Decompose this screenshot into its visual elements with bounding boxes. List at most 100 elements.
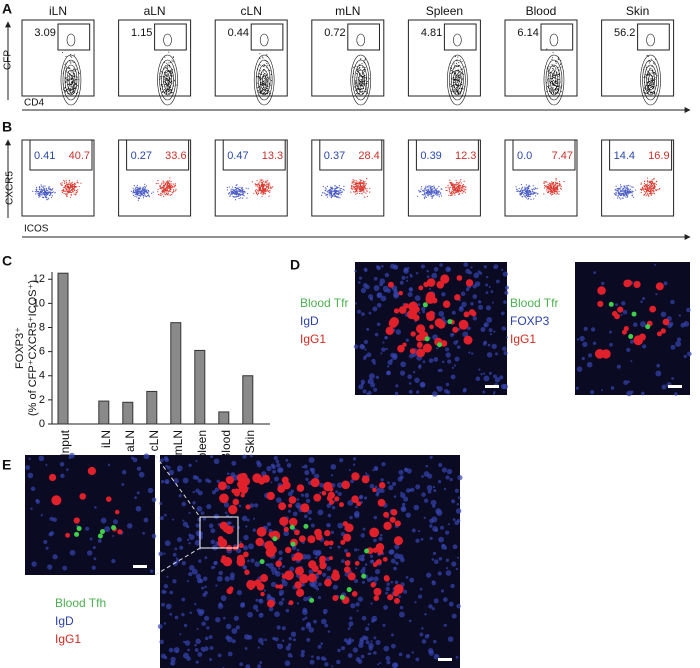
cell — [376, 322, 381, 327]
cell — [444, 530, 450, 535]
event-dot — [651, 190, 653, 192]
event-dot — [258, 184, 260, 186]
cell — [363, 339, 369, 345]
event-dot — [171, 72, 173, 74]
event-dot — [353, 185, 355, 188]
cell — [263, 589, 267, 592]
cell — [356, 309, 362, 314]
cell — [455, 340, 459, 343]
event-dot — [363, 191, 365, 193]
event-dot — [560, 90, 562, 92]
cell — [337, 648, 341, 653]
cell — [283, 526, 289, 533]
event-dot — [267, 190, 269, 193]
event-dot — [71, 185, 74, 188]
event-dot — [555, 91, 557, 93]
cell — [217, 603, 224, 609]
event-dot — [260, 185, 263, 187]
cell — [200, 511, 205, 515]
event-dot — [71, 192, 73, 194]
cell — [347, 640, 352, 644]
event-dot — [643, 184, 645, 187]
cell — [485, 275, 489, 279]
cell — [163, 552, 166, 555]
event-dot — [623, 191, 625, 193]
event-dot — [654, 73, 656, 75]
event-dot — [70, 182, 72, 184]
cell — [456, 604, 461, 609]
event-dot — [171, 92, 173, 94]
event-dot — [147, 192, 149, 194]
event-dot — [550, 193, 552, 195]
event-dot — [628, 191, 630, 193]
contour — [545, 59, 563, 101]
event-dot — [66, 186, 68, 189]
cell — [366, 327, 370, 331]
cell — [385, 586, 390, 592]
event-dot — [329, 192, 331, 194]
event-dot — [267, 64, 269, 66]
event-dot — [649, 184, 651, 186]
event-dot — [75, 76, 77, 78]
event-dot — [363, 183, 365, 185]
event-dot — [438, 191, 440, 193]
event-dot — [148, 191, 150, 193]
event-dot — [229, 195, 231, 197]
event-dot — [171, 193, 173, 196]
event-dot — [366, 178, 368, 180]
cell — [275, 560, 282, 567]
event-dot — [551, 68, 553, 70]
event-dot — [264, 92, 266, 94]
event-dot — [168, 190, 170, 192]
event-dot — [68, 92, 70, 94]
cell — [308, 627, 315, 633]
event-dot — [332, 195, 334, 197]
cell — [196, 505, 203, 512]
event-dot — [229, 191, 231, 194]
gate — [512, 139, 576, 171]
event-dot — [355, 193, 357, 195]
cell — [429, 455, 433, 459]
event-dot — [526, 193, 528, 195]
event-dot — [427, 195, 429, 197]
legend-entry: Blood Tfh — [55, 596, 106, 610]
event-dot — [625, 189, 627, 192]
event-dot — [354, 184, 356, 186]
cell — [399, 475, 404, 480]
event-dot — [266, 84, 268, 86]
cell — [142, 531, 146, 535]
event-dot — [49, 188, 51, 190]
cell — [369, 527, 380, 538]
event-dot — [142, 188, 144, 190]
cell — [317, 509, 324, 516]
cell — [627, 380, 631, 383]
event-dot — [553, 68, 555, 70]
cell — [224, 511, 228, 515]
cell — [429, 518, 434, 524]
cell — [483, 372, 486, 375]
cell — [228, 504, 238, 515]
event-dot — [650, 67, 652, 69]
event-dot — [258, 190, 260, 192]
event-dot — [526, 186, 529, 188]
event-dot — [69, 78, 71, 80]
event-dot — [326, 196, 329, 198]
cell — [354, 512, 360, 519]
event-dot — [132, 194, 135, 196]
event-dot — [230, 188, 232, 190]
event-dot — [640, 191, 642, 194]
cell — [265, 563, 269, 567]
cell — [266, 465, 272, 472]
event-dot — [160, 84, 162, 86]
cell — [338, 502, 344, 508]
event-dot — [258, 187, 260, 189]
event-dot — [643, 76, 645, 78]
cell — [216, 479, 220, 483]
cell — [491, 343, 497, 349]
event-dot — [554, 65, 556, 67]
event-dot — [259, 64, 261, 66]
event-dot — [46, 190, 48, 192]
event-dot — [423, 197, 426, 200]
cell — [440, 274, 450, 284]
cell — [304, 493, 310, 498]
